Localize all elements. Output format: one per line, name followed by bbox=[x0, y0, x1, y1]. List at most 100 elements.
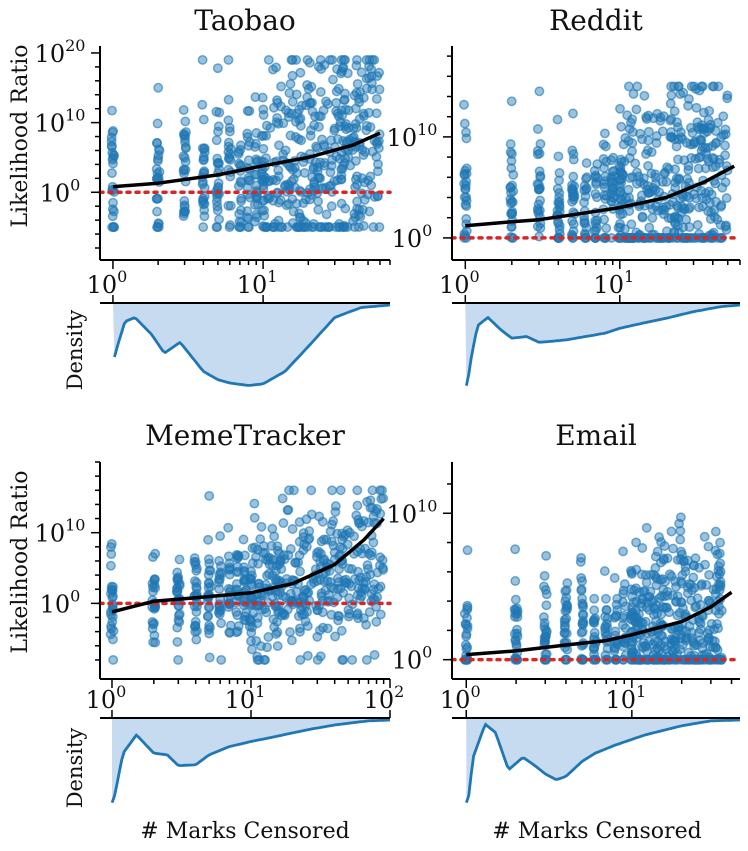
scatter-point bbox=[685, 122, 696, 133]
scatter-point bbox=[205, 581, 216, 592]
scatter-point bbox=[535, 172, 546, 183]
scatter-point bbox=[512, 608, 523, 619]
scatter-point bbox=[268, 64, 278, 75]
density-line-reddit bbox=[465, 303, 741, 386]
scatter-point bbox=[628, 88, 639, 99]
scatter-point bbox=[541, 550, 552, 561]
scatter-point bbox=[643, 160, 654, 171]
scatter-point bbox=[655, 557, 666, 568]
scatter-point bbox=[699, 531, 710, 542]
scatter-point bbox=[643, 135, 654, 146]
scatter-point bbox=[601, 605, 612, 616]
scatter-point bbox=[105, 629, 116, 640]
scatter-point bbox=[260, 547, 271, 558]
scatter-point bbox=[554, 167, 565, 178]
scatter-point bbox=[279, 181, 290, 192]
scatter-point bbox=[559, 622, 570, 633]
scatter-point bbox=[507, 206, 518, 217]
scatter-point bbox=[225, 200, 236, 211]
scatter-point bbox=[600, 593, 611, 604]
scatter-point bbox=[461, 213, 472, 224]
scatter-point bbox=[601, 223, 612, 234]
scatter-point bbox=[616, 121, 627, 132]
scatter-point bbox=[647, 212, 658, 223]
scatter-point bbox=[506, 149, 517, 159]
scatter-point bbox=[369, 649, 380, 660]
scatter-point bbox=[358, 92, 369, 103]
scatter-point bbox=[247, 644, 257, 655]
scatter-point bbox=[319, 160, 330, 171]
scatter-point bbox=[720, 140, 730, 151]
scatter-point bbox=[267, 523, 278, 534]
scatter-point bbox=[363, 563, 373, 574]
scatter-point bbox=[192, 626, 202, 636]
scatter-point bbox=[718, 111, 729, 122]
scatter-point bbox=[567, 180, 577, 191]
scatter-point bbox=[654, 645, 665, 656]
scatter-point bbox=[275, 556, 286, 567]
scatter-point bbox=[287, 70, 298, 81]
scatter-point bbox=[665, 98, 676, 109]
scatter-point bbox=[668, 543, 679, 554]
y-tick-label: 1010 bbox=[35, 106, 86, 138]
scatter-point bbox=[676, 546, 687, 557]
scatter-point bbox=[312, 166, 323, 177]
scatter-point bbox=[373, 159, 383, 170]
scatter-point bbox=[296, 100, 307, 111]
scatter-point bbox=[627, 637, 638, 648]
scatter-point bbox=[681, 626, 692, 637]
scatter-point bbox=[199, 211, 210, 222]
scatter-point bbox=[576, 584, 587, 595]
scatter-point bbox=[313, 196, 324, 207]
scatter-point bbox=[258, 143, 269, 154]
scatter-point bbox=[215, 605, 226, 616]
scatter-point bbox=[259, 210, 270, 221]
scatter-point bbox=[197, 179, 208, 190]
scatter-point bbox=[554, 187, 565, 198]
scatter-point bbox=[589, 615, 599, 626]
y-axis-label-bottom: Likelihood Ratio bbox=[8, 470, 33, 653]
scatter-point bbox=[330, 631, 341, 642]
scatter-point bbox=[459, 168, 470, 179]
scatter-point bbox=[678, 603, 688, 614]
scatter-point bbox=[331, 151, 342, 162]
scatter-point bbox=[173, 654, 184, 665]
y-tick-label: 1010 bbox=[387, 496, 438, 528]
scatter-point bbox=[367, 502, 378, 513]
scatter-point bbox=[257, 92, 268, 103]
scatter-point bbox=[506, 96, 517, 107]
scatter-point bbox=[693, 163, 704, 174]
scatter-point bbox=[285, 627, 295, 638]
scatter-point bbox=[264, 176, 275, 186]
scatter-point bbox=[510, 576, 521, 586]
scatter-point bbox=[700, 148, 711, 158]
scatter-point bbox=[214, 584, 225, 595]
scatter-point bbox=[332, 528, 343, 539]
scatter-point bbox=[331, 86, 342, 97]
scatter-point bbox=[328, 516, 339, 527]
scatter-point bbox=[631, 537, 642, 548]
scatter-point bbox=[461, 192, 472, 203]
x-tick-label: 100 bbox=[86, 682, 127, 714]
scatter-point bbox=[589, 642, 600, 653]
scatter-point bbox=[691, 193, 702, 204]
scatter-point bbox=[591, 222, 602, 233]
scatter-point bbox=[568, 108, 578, 119]
scatter-point bbox=[310, 111, 320, 122]
scatter-point bbox=[225, 220, 236, 231]
scatter-point bbox=[258, 110, 269, 120]
scatter-point bbox=[673, 122, 683, 133]
scatter-point bbox=[534, 86, 545, 97]
scatter-point bbox=[461, 631, 472, 642]
scatter-point bbox=[673, 81, 684, 92]
scatter-point bbox=[552, 114, 563, 125]
scatter-point bbox=[290, 558, 301, 568]
scatter-point bbox=[670, 211, 680, 222]
scatter-point bbox=[708, 81, 719, 92]
scatter-point bbox=[327, 54, 338, 65]
scatter-point bbox=[361, 120, 372, 131]
scatter-point bbox=[712, 549, 723, 560]
scatter-point bbox=[621, 193, 631, 204]
scatter-point bbox=[683, 203, 694, 214]
scatter-point bbox=[278, 518, 289, 529]
